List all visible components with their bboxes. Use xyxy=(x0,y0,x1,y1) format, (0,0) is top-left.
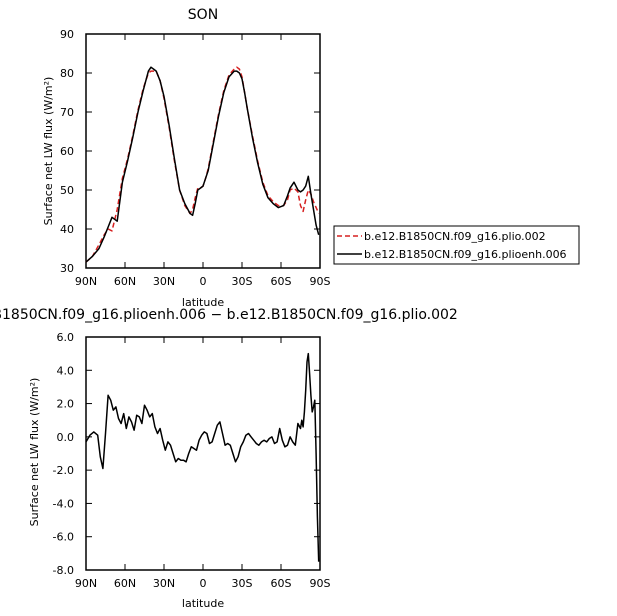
top-chart-title: SON xyxy=(188,7,218,23)
legend-box xyxy=(333,225,580,265)
top-y-tick-label: 50 xyxy=(60,184,74,197)
top-y-axis-label: Surface net LW flux (W/m²) xyxy=(42,77,55,226)
top-ticks: 90N 60N 30N 0 30S 60S 90S 30 40 50 60 70 80 90 xyxy=(60,28,331,288)
top-legend: b.e12.B1850CN.f09_g16.plio.002 b.e12.B18… xyxy=(333,225,580,265)
bottom-x-tick-label: 60N xyxy=(114,577,136,590)
legend-label-plioenh: b.e12.B1850CN.f09_g16.plioenh.006 xyxy=(364,248,567,261)
bottom-series xyxy=(85,352,320,562)
bottom-y-tick-label: -2.0 xyxy=(53,464,74,477)
top-x-tick-label: 90S xyxy=(310,275,331,288)
top-series-line-1 xyxy=(85,66,320,263)
bottom-y-axis-label: Surface net LW flux (W/m²) xyxy=(28,378,41,527)
bottom-y-axis-label-group: Surface net LW flux (W/m²) xyxy=(28,378,41,527)
bottom-x-tick-label: 90S xyxy=(310,577,331,590)
bottom-y-tick-label: 6.0 xyxy=(57,331,75,344)
top-x-axis-label: latitude xyxy=(182,296,224,309)
top-panel: SON Surface net LW flux (W/m²) latitude … xyxy=(42,7,580,309)
bottom-x-tick-label: 60S xyxy=(271,577,292,590)
bottom-plot-frame xyxy=(85,336,321,571)
top-y-tick-label: 80 xyxy=(60,67,74,80)
top-x-tick-label: 30N xyxy=(153,275,175,288)
top-x-tick-label: 90N xyxy=(75,275,97,288)
bottom-x-tick-label: 0 xyxy=(200,577,207,590)
top-x-tick-label: 30S xyxy=(232,275,253,288)
legend-label-plio: b.e12.B1850CN.f09_g16.plio.002 xyxy=(364,230,546,243)
bottom-series-line-0 xyxy=(85,352,320,562)
top-series-line-0 xyxy=(85,66,320,263)
top-y-tick-label: 60 xyxy=(60,145,74,158)
bottom-x-tick-label: 30S xyxy=(232,577,253,590)
top-x-tick-label: 0 xyxy=(200,275,207,288)
bottom-panel: b.e12.B1850CN.f09_g16.plioenh.006 − b.e1… xyxy=(0,307,458,610)
top-plot-frame xyxy=(85,33,321,269)
top-y-tick-label: 70 xyxy=(60,106,74,119)
bottom-y-tick-label: -4.0 xyxy=(53,497,74,510)
bottom-ticks: 90N 60N 30N 0 30S 60S 90S -8.0 -6.0 -4.0 -2.0 0.0 2.… xyxy=(53,331,331,590)
top-x-tick-label: 60S xyxy=(271,275,292,288)
bottom-chart-title: b.e12.B1850CN.f09_g16.plioenh.006 − b.e1… xyxy=(0,307,458,323)
top-y-tick-label: 30 xyxy=(60,262,74,275)
top-y-tick-label: 40 xyxy=(60,223,74,236)
bottom-y-tick-label: 2.0 xyxy=(57,398,75,411)
bottom-x-axis-label: latitude xyxy=(182,597,224,610)
bottom-y-tick-label: -8.0 xyxy=(53,564,74,577)
bottom-y-tick-label: 0.0 xyxy=(57,431,75,444)
bottom-y-tick-label: -6.0 xyxy=(53,531,74,544)
bottom-x-tick-label: 30N xyxy=(153,577,175,590)
top-series xyxy=(85,66,320,263)
bottom-y-tick-label: 4.0 xyxy=(57,364,75,377)
bottom-x-tick-label: 90N xyxy=(75,577,97,590)
top-y-tick-label: 90 xyxy=(60,28,74,41)
top-y-axis-label-group: Surface net LW flux (W/m²) xyxy=(42,77,55,226)
top-x-tick-label: 60N xyxy=(114,275,136,288)
